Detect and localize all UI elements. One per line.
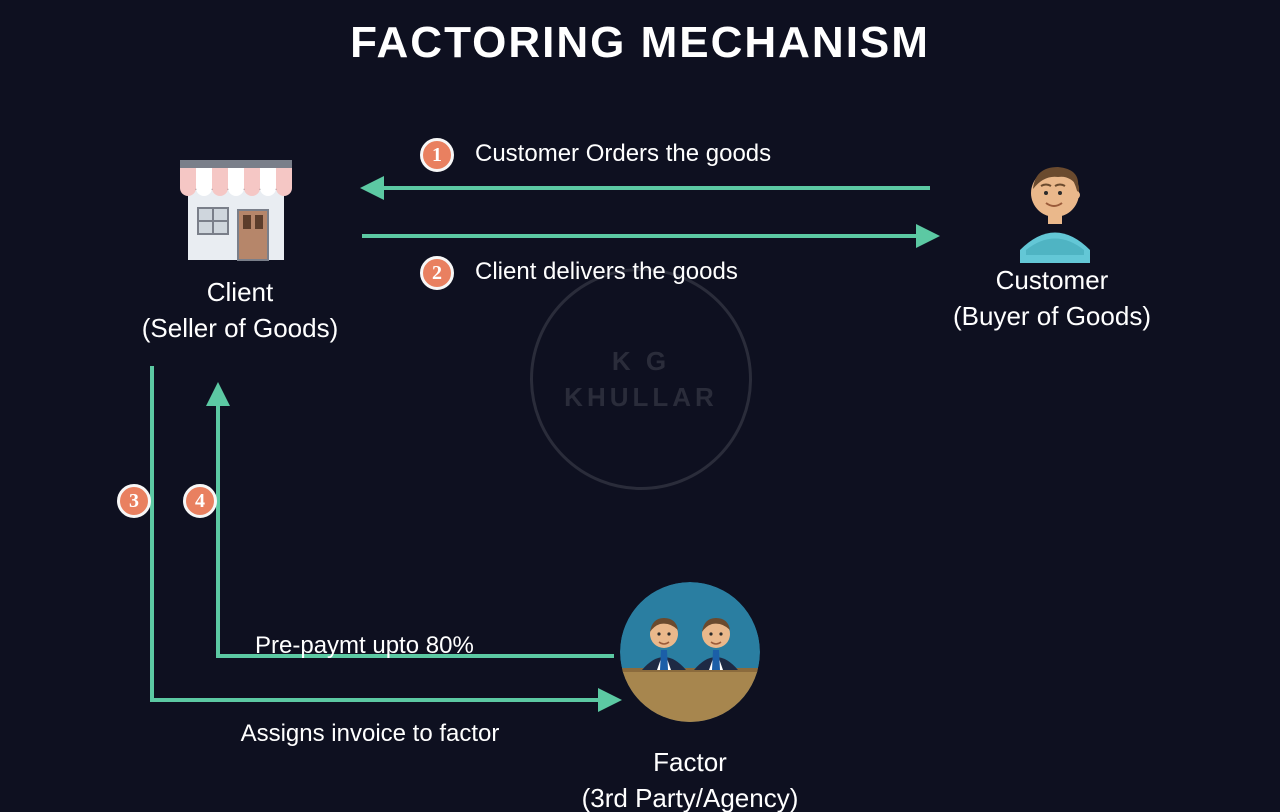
node-client-title: Client xyxy=(80,274,400,310)
node-factor-label: Factor (3rd Party/Agency) xyxy=(530,744,850,812)
step-badge-3: 3 xyxy=(117,484,151,518)
step-badge-1: 1 xyxy=(420,138,454,172)
store-icon xyxy=(180,160,292,260)
node-client-subtitle: (Seller of Goods) xyxy=(80,310,400,346)
factor-icon xyxy=(620,582,760,740)
step-label-2: Client delivers the goods xyxy=(475,258,738,286)
step-badge-4: 4 xyxy=(183,484,217,518)
page-title: FACTORING MECHANISM xyxy=(0,18,1280,68)
diagram-stage: FACTORING MECHANISM K G KHULLAR Client (… xyxy=(0,0,1280,812)
node-customer-title: Customer xyxy=(892,262,1212,298)
step-label-4: Pre-paymt upto 80% xyxy=(255,632,474,660)
customer-icon xyxy=(1020,167,1090,263)
node-factor-subtitle: (3rd Party/Agency) xyxy=(530,780,850,812)
watermark-line1: K G xyxy=(564,343,718,379)
watermark: K G KHULLAR xyxy=(530,268,752,490)
watermark-line2: KHULLAR xyxy=(564,379,718,415)
node-factor-title: Factor xyxy=(530,744,850,780)
node-customer-label: Customer (Buyer of Goods) xyxy=(892,262,1212,335)
step-badge-2: 2 xyxy=(420,256,454,290)
node-customer-subtitle: (Buyer of Goods) xyxy=(892,298,1212,334)
step-label-1: Customer Orders the goods xyxy=(475,140,771,168)
step-label-3: Assigns invoice to factor xyxy=(220,720,520,748)
node-client-label: Client (Seller of Goods) xyxy=(80,274,400,347)
